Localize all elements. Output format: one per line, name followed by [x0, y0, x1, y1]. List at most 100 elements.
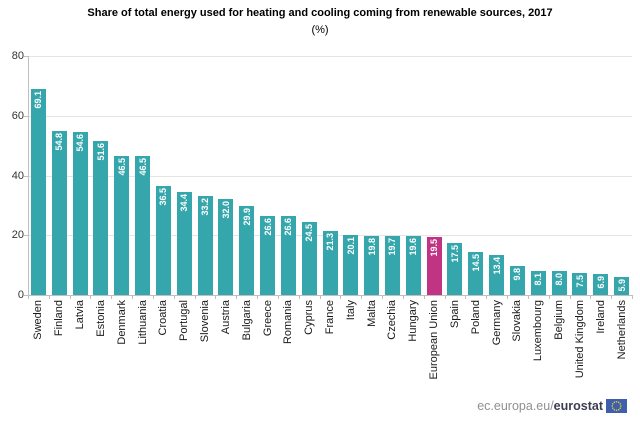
bar-european-union: [426, 236, 442, 295]
x-tick-mark: [569, 295, 571, 299]
bar-value-label: 21.3: [325, 233, 335, 251]
x-tick-mark: [69, 295, 71, 299]
x-tick-mark: [236, 295, 238, 299]
x-axis-label-romania: Romania: [282, 300, 295, 345]
x-tick-mark: [465, 295, 467, 299]
bar-poland: [468, 251, 484, 295]
y-tick-mark: [24, 56, 28, 57]
bar-luxembourg: [530, 270, 546, 295]
bar-portugal: [176, 192, 192, 295]
bar-romania: [280, 215, 296, 295]
x-axis-label-sweden: Sweden: [32, 300, 45, 340]
x-tick-mark: [48, 295, 50, 299]
x-tick-mark: [90, 295, 92, 299]
x-axis-label-greece: Greece: [261, 300, 274, 337]
bar-denmark: [114, 156, 130, 295]
footer-url-brand: eurostat: [553, 399, 603, 413]
x-tick-mark: [548, 295, 550, 299]
bar-czechia: [384, 236, 400, 295]
x-axis-line: [28, 295, 633, 296]
x-axis-label-croatia: Croatia: [157, 300, 170, 336]
bar-value-label: 33.2: [200, 197, 211, 216]
bar-value-label: 19.8: [366, 237, 377, 256]
bar-value-label: 54.6: [75, 133, 86, 152]
y-tick-mark: [24, 295, 28, 296]
x-tick-mark: [423, 295, 425, 299]
x-tick-mark: [152, 295, 154, 299]
x-axis-label-slovakia: Slovakia: [511, 300, 524, 342]
bar-value-label: 29.9: [241, 207, 252, 226]
chart-title: Share of total energy used for heating a…: [87, 7, 553, 19]
x-tick-mark: [361, 295, 363, 299]
y-gridline: [28, 175, 632, 177]
x-axis-label-bulgaria: Bulgaria: [240, 300, 253, 341]
bar-bulgaria: [239, 205, 255, 295]
bar-value-label: 26.6: [262, 217, 273, 236]
bar-france: [322, 231, 338, 295]
y-axis-tick-label: 20: [11, 229, 24, 242]
x-tick-mark: [173, 295, 175, 299]
bar-slovakia: [509, 265, 525, 295]
bar-value-label: 46.5: [137, 158, 148, 176]
footer-url-prefix: ec.europa.eu/: [477, 399, 554, 413]
bar-germany: [489, 254, 505, 295]
bar-cyprus: [301, 221, 317, 295]
bar-value-label: 24.5: [304, 223, 315, 242]
bar-ireland: [593, 274, 609, 295]
x-tick-mark: [298, 295, 300, 299]
x-tick-mark: [507, 295, 509, 299]
bar-greece: [260, 215, 276, 295]
y-axis-line: [28, 56, 29, 295]
bar-value-label: 26.6: [283, 217, 294, 236]
bar-belgium: [551, 271, 567, 295]
bar-value-label: 54.8: [54, 133, 65, 151]
x-tick-mark: [590, 295, 592, 299]
bar-united-kingdom: [572, 272, 588, 295]
eu-flag-logo: [606, 399, 627, 413]
bar-lithuania: [135, 156, 151, 295]
y-gridline: [28, 115, 632, 117]
bar-estonia: [93, 140, 109, 295]
x-tick-mark: [132, 295, 134, 299]
bar-value-label: 19.5: [429, 238, 440, 257]
footer: ec.europa.eu/eurostat: [477, 399, 627, 413]
x-tick-mark: [340, 295, 342, 299]
bar-hungary: [405, 236, 421, 295]
x-axis-label-united-kingdom: United Kingdom: [573, 300, 586, 379]
x-axis-label-ireland: Ireland: [594, 300, 607, 334]
bar-sweden: [30, 88, 46, 295]
bar-value-label: 36.5: [158, 187, 169, 206]
bar-value-label: 19.7: [387, 238, 398, 256]
x-axis-label-spain: Spain: [448, 300, 461, 329]
bar-malta: [364, 235, 380, 295]
x-tick-mark: [194, 295, 196, 299]
y-tick-mark: [24, 175, 28, 177]
y-axis-tick-label: 0: [17, 289, 24, 301]
x-axis-label-lithuania: Lithuania: [136, 300, 149, 345]
bar-slovenia: [197, 195, 213, 295]
y-axis-tick-label: 60: [11, 109, 24, 122]
x-axis-label-hungary: Hungary: [407, 300, 420, 342]
x-tick-mark: [632, 295, 633, 299]
bar-netherlands: [614, 277, 630, 295]
bar-latvia: [72, 131, 88, 295]
bar-value-label: 69.1: [33, 90, 44, 109]
x-axis-label-cyprus: Cyprus: [303, 300, 316, 335]
x-axis-label-latvia: Latvia: [74, 300, 87, 330]
bar-value-label: 17.5: [449, 244, 460, 263]
x-axis-label-slovenia: Slovenia: [199, 300, 212, 343]
x-axis-label-european-union: European Union: [428, 300, 441, 380]
x-tick-mark: [215, 295, 217, 299]
bar-value-label: 51.6: [95, 142, 106, 161]
x-axis-label-portugal: Portugal: [178, 300, 191, 341]
bar-croatia: [155, 185, 171, 295]
x-tick-mark: [319, 295, 321, 299]
x-axis-label-italy: Italy: [344, 300, 357, 321]
bar-value-label: 32.0: [220, 201, 231, 219]
x-axis-label-netherlands: Netherlands: [615, 300, 628, 360]
x-tick-mark: [111, 295, 113, 299]
x-axis-label-germany: Germany: [490, 300, 503, 346]
x-axis-label-czechia: Czechia: [386, 300, 399, 340]
x-tick-mark: [611, 295, 613, 299]
